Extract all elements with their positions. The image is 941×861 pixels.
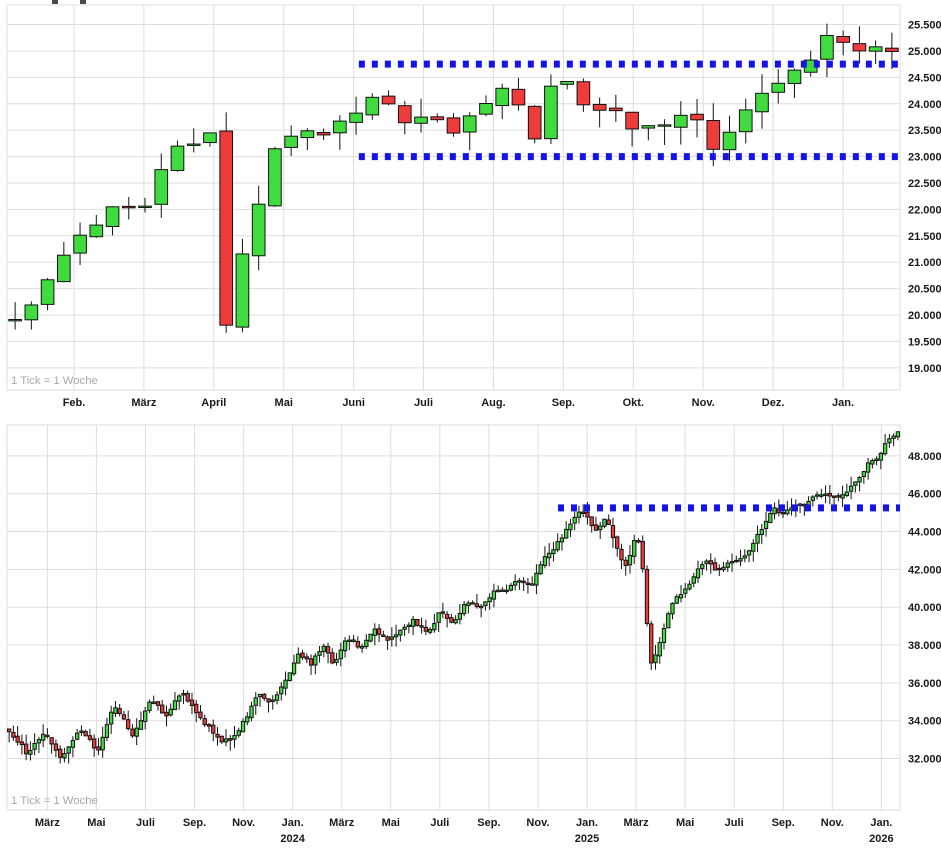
svg-text:40.000: 40.000 [908,602,941,614]
svg-text:Mai: Mai [382,817,400,829]
svg-text:Sep.: Sep. [552,397,575,409]
svg-text:38.000: 38.000 [908,640,941,652]
svg-text:25.000: 25.000 [908,46,941,58]
svg-text:Juli: Juli [430,817,449,829]
svg-text:Okt.: Okt. [623,397,644,409]
svg-text:48.000: 48.000 [908,451,941,463]
svg-text:Nov.: Nov. [821,817,844,829]
svg-text:20.000: 20.000 [908,310,941,322]
svg-text:Dez.: Dez. [762,397,785,409]
svg-text:34.000: 34.000 [908,716,941,728]
svg-text:2025: 2025 [575,833,599,845]
svg-text:Nov.: Nov. [692,397,715,409]
svg-text:1 Tick = 1 Woche: 1 Tick = 1 Woche [11,375,98,387]
svg-text:21.000: 21.000 [908,257,941,269]
svg-text:Juli: Juli [136,817,155,829]
svg-text:46.000: 46.000 [908,489,941,501]
svg-text:Nov.: Nov. [526,817,549,829]
svg-text:Mai: Mai [676,817,694,829]
svg-text:April: April [201,397,226,409]
svg-text:19.500: 19.500 [908,336,941,348]
svg-text:Sep.: Sep. [183,817,206,829]
svg-text:März: März [329,817,355,829]
svg-text:Nov.: Nov. [232,817,255,829]
svg-text:22.500: 22.500 [908,178,941,190]
svg-text:24.500: 24.500 [908,72,941,84]
svg-text:Juli: Juli [725,817,744,829]
svg-text:Mai: Mai [87,817,105,829]
svg-text:Jan.: Jan. [576,817,598,829]
svg-text:44.000: 44.000 [908,527,941,539]
svg-text:20.500: 20.500 [908,284,941,296]
svg-text:Jan.: Jan. [832,397,854,409]
svg-text:März: März [35,817,61,829]
svg-text:23.000: 23.000 [908,152,941,164]
svg-text:Aug.: Aug. [481,397,505,409]
svg-text:Feb.: Feb. [63,397,86,409]
svg-text:März: März [624,817,650,829]
svg-text:24.000: 24.000 [908,99,941,111]
svg-text:21.500: 21.500 [908,231,941,243]
svg-text:Juni: Juni [342,397,365,409]
svg-text:36.000: 36.000 [908,678,941,690]
svg-text:Jan.: Jan. [282,817,304,829]
svg-text:25.500: 25.500 [908,20,941,32]
svg-text:19.000: 19.000 [908,363,941,375]
svg-text:März: März [131,397,157,409]
svg-text:Juli: Juli [414,397,433,409]
svg-text:Sep.: Sep. [772,817,795,829]
svg-text:Sep.: Sep. [477,817,500,829]
svg-text:1 Tick = 1 Woche: 1 Tick = 1 Woche [11,795,98,807]
svg-text:22.000: 22.000 [908,204,941,216]
svg-text:2024: 2024 [280,833,305,845]
svg-text:Jan.: Jan. [870,817,892,829]
svg-text:Mai: Mai [275,397,293,409]
svg-text:42.000: 42.000 [908,564,941,576]
svg-text:23.500: 23.500 [908,125,941,137]
svg-text:2026: 2026 [869,833,893,845]
svg-text:32.000: 32.000 [908,754,941,766]
